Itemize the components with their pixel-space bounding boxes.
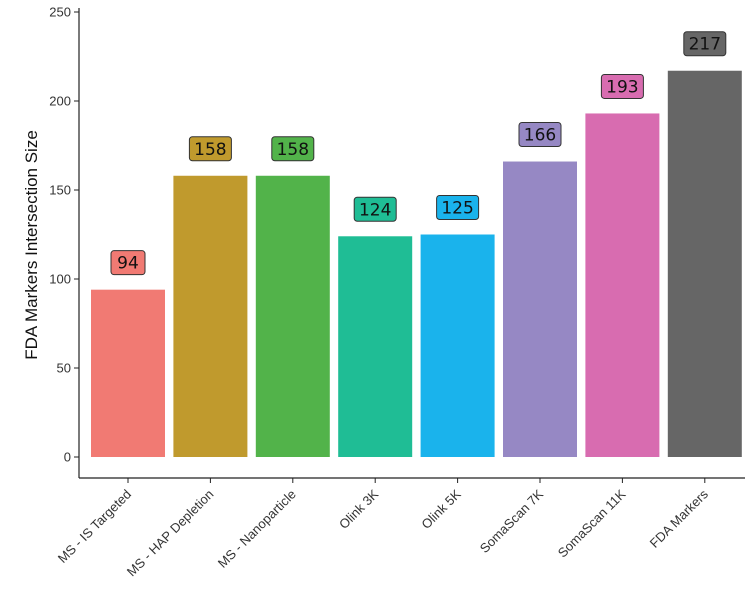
y-tick-label: 100 [49,272,71,287]
bars [91,70,742,458]
data-labels: 94 158 158 124 125 166 193 217 [110,31,727,276]
x-tick-label: FDA Markers [647,486,712,551]
data-label-box [353,196,397,222]
data-label-box [188,136,232,162]
x-tick-label: SomaScan 7K [477,486,547,556]
y-tick-label: 200 [49,94,71,109]
data-label-box [600,73,644,99]
data-label: 166 [524,126,556,146]
x-tick-label: SomaScan 11K [555,486,629,560]
data-label-box [683,31,727,57]
x-tick-label: MS - HAP Depletion [124,487,217,580]
x-tick-label: MS - Nanoparticle [215,487,299,571]
bar [420,234,495,457]
y-tick-label: 150 [49,183,71,198]
bar [255,175,330,457]
y-tick-label: 250 [49,5,71,20]
x-tick-label: Olink 5K [418,486,464,532]
bar [503,161,577,457]
data-label: 125 [441,199,473,219]
data-label-box [436,195,480,220]
data-label: 217 [689,35,721,55]
x-tick-label: MS - IS Targeted [55,487,134,566]
bar [173,175,248,457]
y-axis-title: FDA Markers Intersection Size [22,130,41,360]
x-tick-label: Olink 3K [336,486,382,532]
data-label: 158 [194,140,226,160]
bar [667,70,742,458]
bar [91,289,165,457]
bar [338,236,413,457]
data-label-box [271,136,315,162]
bar [585,113,660,458]
data-label: 193 [606,77,638,97]
y-axis: 0 50 100 150 200 250 [49,5,80,478]
data-label-box [518,122,562,148]
data-label: 94 [117,254,139,274]
y-tick-label: 50 [57,361,71,376]
data-label: 124 [359,200,391,220]
y-tick-label: 0 [64,450,71,465]
data-label: 158 [277,140,309,160]
data-label-box [110,250,146,276]
